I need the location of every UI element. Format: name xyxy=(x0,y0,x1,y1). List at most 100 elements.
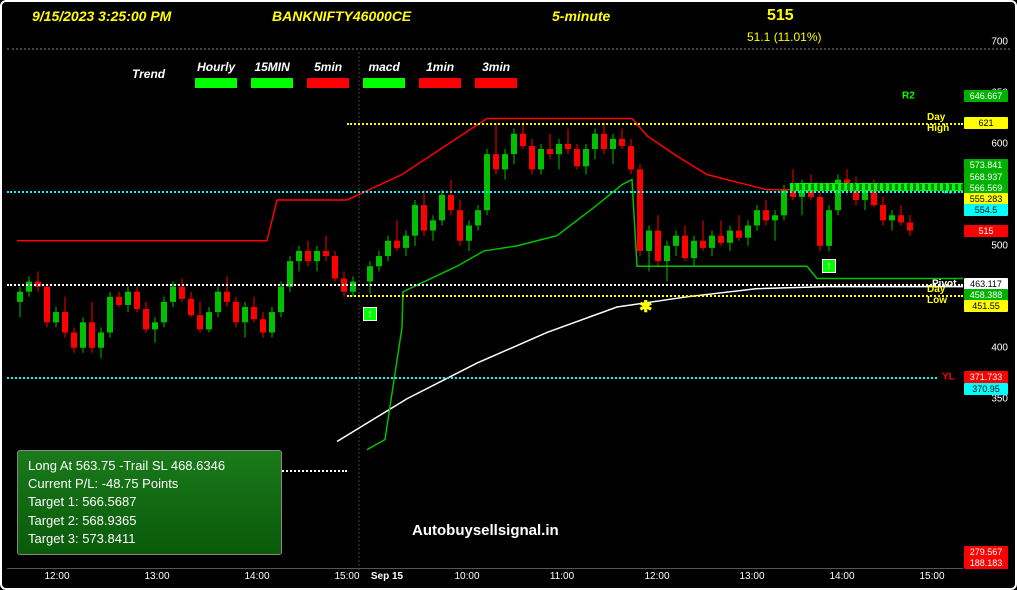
candle[interactable] xyxy=(457,210,463,241)
candle[interactable] xyxy=(71,332,77,347)
candle[interactable] xyxy=(637,169,643,251)
y-tick: 700 xyxy=(991,37,1008,48)
candle[interactable] xyxy=(125,292,131,305)
candle[interactable] xyxy=(538,149,544,169)
candle[interactable] xyxy=(224,292,230,302)
candle[interactable] xyxy=(17,292,23,302)
candle[interactable] xyxy=(215,292,221,312)
candle[interactable] xyxy=(134,292,140,309)
candle[interactable] xyxy=(619,139,625,146)
candle[interactable] xyxy=(826,210,832,246)
candle[interactable] xyxy=(251,307,257,319)
candle[interactable] xyxy=(323,251,329,256)
x-tick: 15:00 xyxy=(334,571,359,582)
candle[interactable] xyxy=(781,190,787,215)
candle[interactable] xyxy=(107,297,113,333)
candle[interactable] xyxy=(466,225,472,240)
indicator-line xyxy=(17,118,790,240)
candle[interactable] xyxy=(188,299,194,315)
candle[interactable] xyxy=(583,149,589,166)
candle[interactable] xyxy=(475,210,481,225)
candle[interactable] xyxy=(484,154,490,210)
candle[interactable] xyxy=(601,134,607,149)
candle[interactable] xyxy=(305,251,311,261)
candle[interactable] xyxy=(520,134,526,146)
h-line xyxy=(7,284,963,286)
candle[interactable] xyxy=(817,197,823,246)
candle[interactable] xyxy=(673,236,679,246)
x-tick: 12:00 xyxy=(44,571,69,582)
y-price-tag: 188.183 xyxy=(964,557,1008,569)
candle[interactable] xyxy=(53,312,59,322)
candle[interactable] xyxy=(511,134,517,154)
candle[interactable] xyxy=(403,236,409,248)
candle[interactable] xyxy=(430,220,436,230)
candle[interactable] xyxy=(448,195,454,210)
candle[interactable] xyxy=(161,302,167,322)
candle[interactable] xyxy=(439,195,445,220)
candle[interactable] xyxy=(421,205,427,230)
candle[interactable] xyxy=(691,241,697,258)
candle[interactable] xyxy=(745,225,751,237)
candle[interactable] xyxy=(394,241,400,248)
candle[interactable] xyxy=(529,146,535,169)
candle[interactable] xyxy=(664,246,670,261)
candle[interactable] xyxy=(502,154,508,169)
trade-info-box: Long At 563.75 -Trail SL 468.6346Current… xyxy=(17,450,282,555)
y-tick: 400 xyxy=(991,342,1008,353)
candle[interactable] xyxy=(152,322,158,329)
candle[interactable] xyxy=(556,144,562,154)
y-price-tag: 458.388 xyxy=(964,289,1008,301)
x-tick: 13:00 xyxy=(739,571,764,582)
candle[interactable] xyxy=(610,139,616,149)
candle[interactable] xyxy=(727,231,733,243)
candle[interactable] xyxy=(367,266,373,281)
candle[interactable] xyxy=(269,312,275,332)
candle[interactable] xyxy=(646,231,652,251)
candle[interactable] xyxy=(574,149,580,166)
candle[interactable] xyxy=(385,241,391,256)
candle[interactable] xyxy=(332,256,338,278)
candle[interactable] xyxy=(682,236,688,258)
candle[interactable] xyxy=(260,319,266,332)
candle[interactable] xyxy=(655,231,661,262)
candle[interactable] xyxy=(376,256,382,266)
candle[interactable] xyxy=(880,205,886,220)
candle[interactable] xyxy=(296,251,302,261)
candle[interactable] xyxy=(242,307,248,322)
candle[interactable] xyxy=(206,312,212,329)
candle[interactable] xyxy=(754,210,760,225)
candle[interactable] xyxy=(197,315,203,329)
candle[interactable] xyxy=(44,287,50,323)
candle[interactable] xyxy=(98,332,104,347)
y-price-tag: 279.567 xyxy=(964,546,1008,558)
candle[interactable] xyxy=(278,287,284,312)
candle[interactable] xyxy=(718,236,724,243)
candle[interactable] xyxy=(170,287,176,302)
candle[interactable] xyxy=(709,236,715,248)
candle[interactable] xyxy=(89,322,95,347)
chart-header: 9/15/2023 3:25:00 PM BANKNIFTY46000CE 5-… xyxy=(2,8,1015,24)
candle[interactable] xyxy=(565,144,571,149)
candle[interactable] xyxy=(736,231,742,238)
candle[interactable] xyxy=(493,154,499,169)
candle[interactable] xyxy=(889,215,895,220)
candle[interactable] xyxy=(80,322,86,347)
candle[interactable] xyxy=(907,222,913,230)
header-price: 515 xyxy=(767,7,794,25)
candle[interactable] xyxy=(116,297,122,305)
candle[interactable] xyxy=(143,309,149,329)
candle[interactable] xyxy=(763,210,769,220)
candle[interactable] xyxy=(898,215,904,222)
candle[interactable] xyxy=(628,146,634,169)
chart-container: 9/15/2023 3:25:00 PM BANKNIFTY46000CE 5-… xyxy=(0,0,1017,590)
candle[interactable] xyxy=(772,215,778,220)
candle[interactable] xyxy=(179,287,185,299)
candle[interactable] xyxy=(592,134,598,149)
candle[interactable] xyxy=(700,241,706,248)
candle[interactable] xyxy=(233,302,239,322)
candle[interactable] xyxy=(62,312,68,332)
candle[interactable] xyxy=(314,251,320,261)
candle[interactable] xyxy=(547,149,553,154)
candle[interactable] xyxy=(412,205,418,236)
